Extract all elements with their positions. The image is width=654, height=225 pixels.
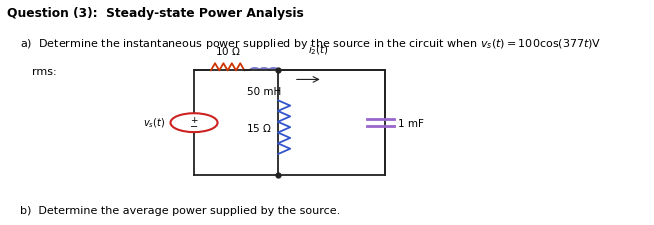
Text: 50 mH: 50 mH (247, 87, 281, 97)
Text: b)  Determine the average power supplied by the source.: b) Determine the average power supplied … (20, 205, 341, 215)
Text: 15 $\Omega$: 15 $\Omega$ (247, 122, 272, 134)
Circle shape (171, 114, 218, 133)
Text: $v_s(t)$: $v_s(t)$ (143, 116, 165, 130)
Text: Question (3):  Steady-state Power Analysis: Question (3): Steady-state Power Analysi… (7, 7, 304, 20)
Text: −: − (190, 122, 198, 132)
Text: 1 mF: 1 mF (398, 118, 424, 128)
Text: $i_2(t)$: $i_2(t)$ (308, 43, 329, 57)
Text: 10 $\Omega$: 10 $\Omega$ (215, 45, 241, 57)
Text: +: + (190, 115, 198, 124)
Text: rms:: rms: (31, 67, 56, 77)
Text: a)  Determine the instantaneous power supplied by the source in the circuit when: a) Determine the instantaneous power sup… (20, 36, 602, 50)
